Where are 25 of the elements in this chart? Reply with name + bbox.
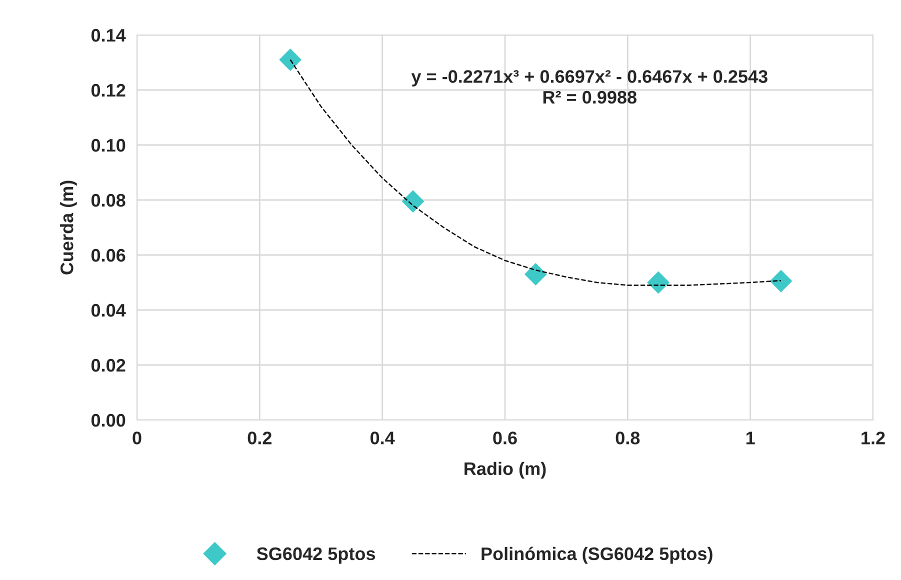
annotation: y = -0.2271x³ + 0.6697x² - 0.6467x + 0.2543 R² = 0.9988 <box>411 70 768 104</box>
x-axis-title: Radio (m) <box>464 462 546 479</box>
y-tick-label: 0.00 <box>91 414 126 427</box>
y-tick-label: 0.06 <box>91 248 126 262</box>
x-tick-label: 0 <box>132 432 142 444</box>
x-tick-label: 0.6 <box>493 432 517 444</box>
point <box>770 270 792 292</box>
point <box>279 48 302 71</box>
x-tick-label: 0.2 <box>248 432 272 444</box>
point <box>524 263 547 286</box>
point <box>647 271 670 294</box>
y-tick-label: 0.02 <box>91 358 126 372</box>
legend-label: Polinómica (SG6042 5ptos) <box>482 546 712 564</box>
y-tick-label: 0.08 <box>91 194 126 207</box>
y-tick-label: 0.14 <box>91 28 126 42</box>
x-tick-label: 0.4 <box>370 432 395 444</box>
y-tick-label: 0.12 <box>91 84 126 97</box>
point <box>402 190 424 213</box>
y-tick-label: 0.04 <box>91 304 126 317</box>
y-axis-title: Cuerda (m) <box>60 180 77 274</box>
legend-label: SG6042 5ptos <box>256 547 376 564</box>
x-tick-label: 1.2 <box>862 432 885 444</box>
x-tick-label: 0.8 <box>616 432 640 444</box>
x-tick-label: 1 <box>746 432 755 444</box>
y-tick-label: 0.10 <box>91 138 126 152</box>
